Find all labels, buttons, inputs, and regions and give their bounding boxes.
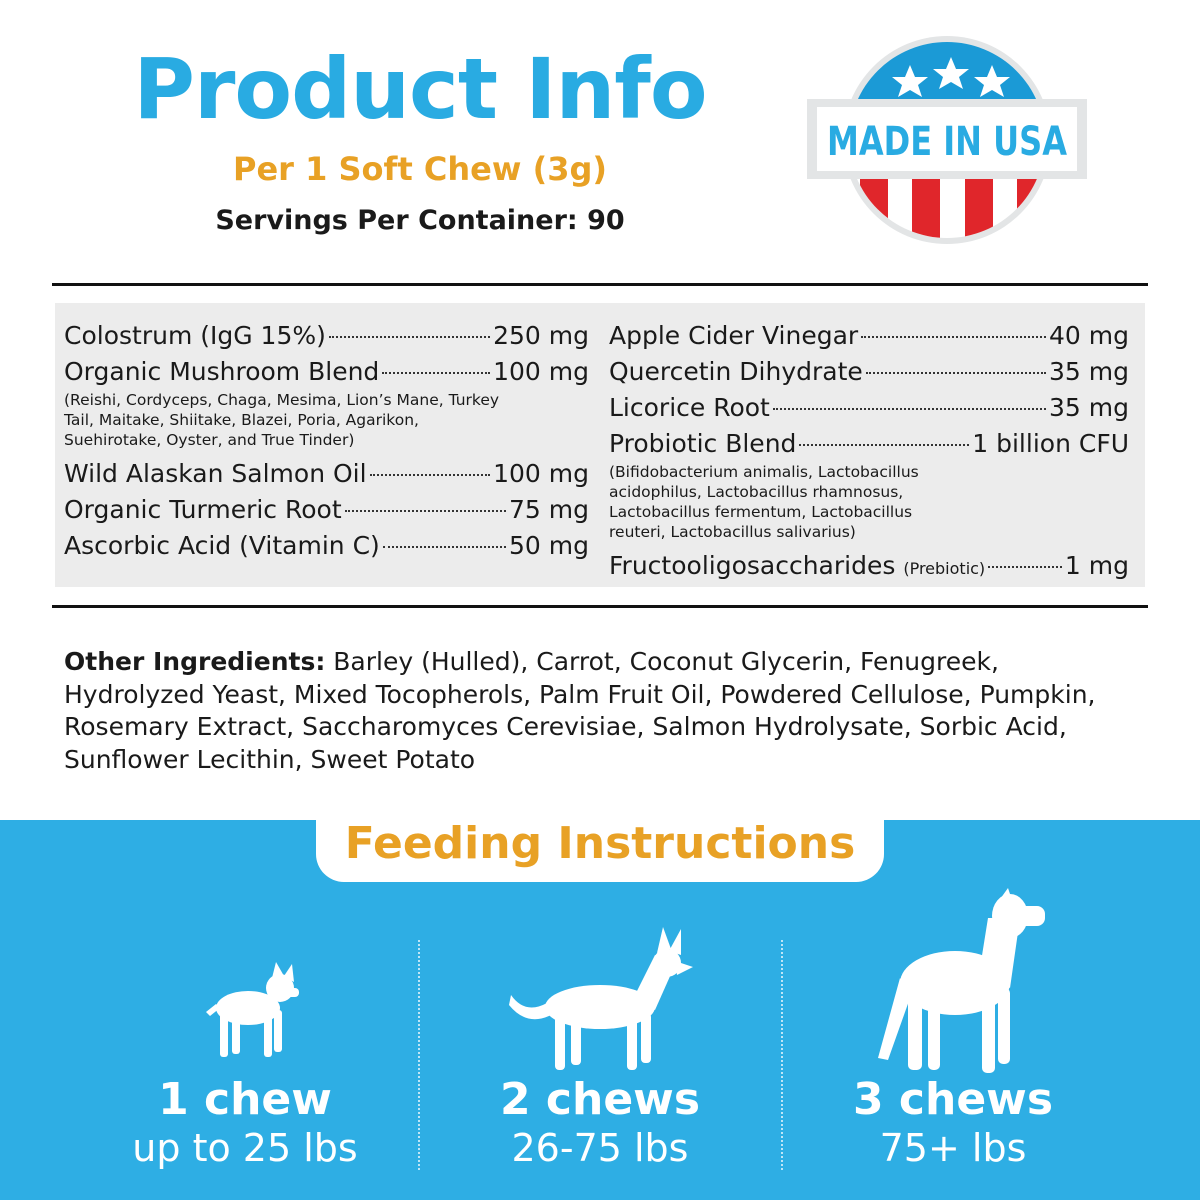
made-in-usa-badge: MADE IN USA [807,36,1087,244]
feeding-item: 2 chews 26-75 lbs [499,1074,701,1171]
star-icon [892,57,1010,97]
divider [781,940,783,1170]
ingredient-row: Probiotic Blend 1 billion CFU [609,429,1129,458]
divider [52,605,1148,608]
ingredient-note: (Reishi, Cordyceps, Chaga, Mesima, Lion’… [64,391,500,449]
svg-text:MADE IN USA: MADE IN USA [827,119,1067,165]
page-title: Product Info [133,40,707,138]
ingredient-row: Wild Alaskan Salmon Oil 100 mg [64,459,589,488]
ingredient-row: Licorice Root 35 mg [609,393,1129,422]
ingredients-right: Apple Cider Vinegar 40 mg Quercetin Dihyd… [609,318,1129,587]
small-dog-icon [206,962,299,1057]
medium-dog-icon [509,927,693,1070]
feeding-item: 1 chew up to 25 lbs [132,1074,358,1171]
ingredients-left: Colostrum (IgG 15%) 250 mg Organic Mushro… [64,318,589,564]
other-ingredients: Other Ingredients: Barley (Hulled), Carr… [64,647,1096,774]
serving-size: Per 1 Soft Chew (3g) [233,150,607,188]
large-dog-icon [878,888,1045,1073]
ingredient-row: Organic Turmeric Root 75 mg [64,495,589,524]
ingredient-row: Ascorbic Acid (Vitamin C) 50 mg [64,531,589,560]
ingredient-row: Fructooligosaccharides (Prebiotic) 1 mg [609,551,1129,580]
divider [52,283,1148,286]
servings-per-container: Servings Per Container: 90 [215,205,625,236]
ingredient-row: Apple Cider Vinegar 40 mg [609,321,1129,350]
ingredient-row: Quercetin Dihydrate 35 mg [609,357,1129,386]
ingredient-row: Colostrum (IgG 15%) 250 mg [64,321,589,350]
ingredient-note: (Bifidobacterium animalis, Lactobacillus… [609,463,919,541]
feeding-item: 3 chews 75+ lbs [852,1074,1054,1171]
divider [418,940,420,1170]
feeding-title: Feeding Instructions [316,800,884,882]
ingredient-row: Organic Mushroom Blend 100 mg [64,357,589,386]
